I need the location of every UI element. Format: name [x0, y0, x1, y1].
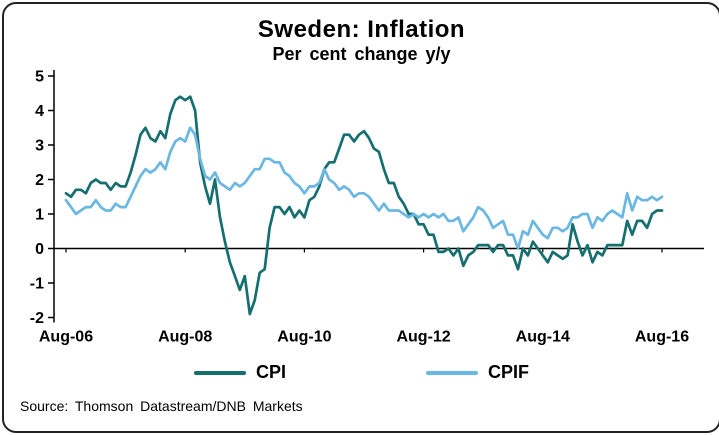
- svg-text:Aug-16: Aug-16: [635, 329, 689, 346]
- legend-item-cpif: CPIF: [426, 362, 529, 383]
- cpif-legend-label: CPIF: [488, 362, 530, 382]
- svg-text:3: 3: [35, 138, 44, 155]
- svg-text:Aug-12: Aug-12: [396, 329, 450, 346]
- legend-item-cpi: CPI: [193, 362, 286, 383]
- chart-plot: 5 4 3 2 1 0 -1 -2 Aug-06 Aug-08 Aug-10 Aug-12 Aug-14…: [30, 69, 704, 346]
- cpif-line-swatch: [426, 370, 478, 375]
- svg-text:Aug-08: Aug-08: [158, 329, 212, 346]
- svg-text:-1: -1: [30, 276, 44, 293]
- source-note: Source: Thomson Datastream/DNB Markets: [20, 398, 303, 414]
- svg-text:Aug-10: Aug-10: [277, 329, 331, 346]
- svg-text:5: 5: [35, 69, 44, 86]
- svg-text:-2: -2: [30, 310, 44, 327]
- svg-text:1: 1: [35, 207, 44, 224]
- cpi-legend-label: CPI: [255, 362, 286, 382]
- svg-text:2: 2: [35, 172, 44, 189]
- svg-text:0: 0: [35, 241, 44, 258]
- chart-title: Sweden: Inflation: [257, 16, 466, 43]
- svg-text:Aug-14: Aug-14: [516, 329, 570, 346]
- chart-legend: CPI CPIF: [4, 362, 719, 383]
- chart-subtitle: Per cent change y/y: [272, 44, 451, 64]
- cpi-line-swatch: [193, 370, 246, 375]
- svg-text:Aug-06: Aug-06: [39, 329, 93, 346]
- svg-text:4: 4: [35, 103, 44, 120]
